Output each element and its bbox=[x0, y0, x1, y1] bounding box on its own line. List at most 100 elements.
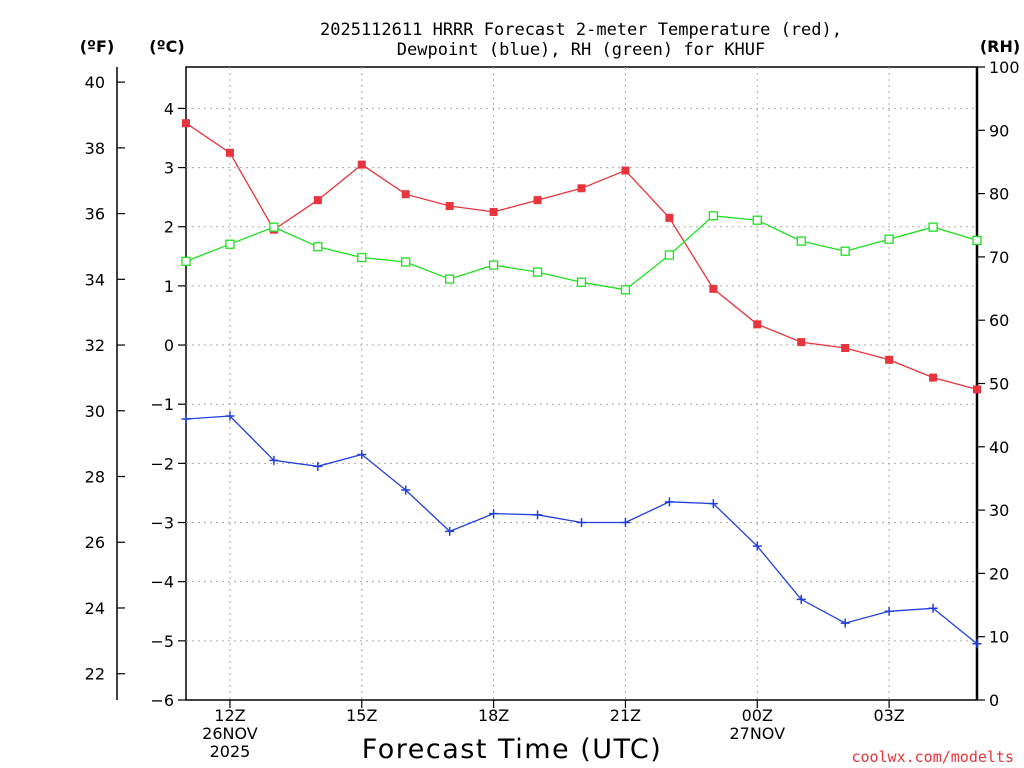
celsius-tick-label: 0 bbox=[164, 336, 174, 355]
plot-area bbox=[185, 66, 978, 701]
rh-tick-label: 100 bbox=[989, 58, 1020, 77]
x-tick-label: 00Z bbox=[742, 706, 773, 725]
fahrenheit-tick-label: 24 bbox=[85, 599, 105, 618]
temperature-point bbox=[182, 119, 190, 128]
fahrenheit-tick-label: 38 bbox=[85, 139, 105, 158]
temperature-point bbox=[225, 148, 234, 157]
temperature-point bbox=[357, 160, 366, 169]
x-tick-label: 26NOV bbox=[202, 724, 258, 743]
rh-point bbox=[269, 222, 279, 232]
celsius-tick-label: −3 bbox=[150, 514, 174, 533]
temperature-point bbox=[621, 166, 630, 175]
celsius-tick-label: −1 bbox=[150, 395, 174, 414]
fahrenheit-tick-label: 34 bbox=[85, 270, 105, 289]
x-tick-label: 03Z bbox=[873, 706, 904, 725]
x-tick-label: 27NOV bbox=[729, 724, 785, 743]
rh-point bbox=[401, 257, 411, 267]
rh-axis-label: (RH) bbox=[980, 37, 1020, 56]
x-tick-label: 18Z bbox=[478, 706, 509, 725]
rh-point bbox=[576, 277, 587, 287]
rh-point bbox=[225, 239, 235, 249]
fahrenheit-tick-label: 36 bbox=[85, 205, 105, 224]
rh-point bbox=[620, 285, 631, 295]
dewpoint-point bbox=[840, 618, 850, 628]
temperature-point bbox=[489, 207, 498, 216]
dewpoint-point bbox=[401, 485, 411, 495]
celsius-tick-label: 1 bbox=[164, 277, 174, 296]
celsius-tick-label: −2 bbox=[150, 454, 174, 473]
temperature-point bbox=[577, 184, 586, 193]
dewpoint-point bbox=[181, 414, 191, 424]
temperature-point bbox=[709, 284, 718, 293]
temperature-point bbox=[313, 196, 322, 205]
celsius-tick-label: 3 bbox=[164, 159, 174, 178]
fahrenheit-axis-label: (ºF) bbox=[80, 37, 115, 56]
rh-tick-label: 70 bbox=[989, 248, 1009, 267]
dewpoint-point bbox=[445, 526, 455, 536]
dewpoint-point bbox=[928, 603, 938, 613]
x-axis-title: Forecast Time (UTC) bbox=[362, 734, 663, 765]
celsius-tick-label: −6 bbox=[150, 691, 174, 710]
rh-point bbox=[445, 274, 455, 284]
x-tick-label: 21Z bbox=[610, 706, 641, 725]
dewpoint-point bbox=[752, 541, 762, 551]
rh-point bbox=[532, 267, 543, 277]
rh-tick-label: 40 bbox=[989, 438, 1009, 457]
dewpoint-point bbox=[972, 639, 982, 649]
dewpoint-point bbox=[577, 518, 586, 528]
temperature-point bbox=[665, 213, 674, 222]
fahrenheit-tick-label: 28 bbox=[85, 468, 105, 487]
temperature-line bbox=[185, 122, 978, 391]
rh-point bbox=[796, 236, 806, 246]
rh-point bbox=[972, 235, 982, 246]
credit-text: coolwx.com/modelts bbox=[851, 748, 1014, 766]
x-tick-label: 15Z bbox=[346, 706, 377, 725]
rh-tick-label: 20 bbox=[989, 564, 1009, 583]
series-layer bbox=[181, 119, 982, 649]
temperature-point bbox=[885, 355, 894, 364]
dewpoint-point bbox=[269, 455, 279, 465]
temperature-point bbox=[533, 196, 542, 205]
dewpoint-point bbox=[620, 518, 630, 528]
rh-point bbox=[928, 222, 938, 232]
chart-title-line2: Dewpoint (blue), RH (green) for KHUF bbox=[397, 40, 765, 60]
dewpoint-point bbox=[664, 497, 674, 507]
temperature-point bbox=[973, 385, 981, 394]
rh-point bbox=[884, 234, 894, 244]
dewpoint-point bbox=[884, 606, 894, 616]
celsius-axis-label: (ºC) bbox=[149, 37, 184, 56]
fahrenheit-tick-label: 30 bbox=[85, 402, 105, 421]
rh-tick-label: 50 bbox=[989, 375, 1009, 394]
dewpoint-point bbox=[313, 461, 323, 471]
rh-tick-label: 30 bbox=[989, 501, 1009, 520]
temperature-point bbox=[401, 190, 410, 199]
rh-tick-label: 0 bbox=[989, 691, 999, 710]
rh-point bbox=[181, 256, 191, 266]
rh-point bbox=[357, 252, 367, 263]
fahrenheit-tick-label: 26 bbox=[85, 533, 105, 552]
temperature-point bbox=[445, 202, 454, 211]
dewpoint-point bbox=[357, 449, 367, 459]
rh-tick-label: 10 bbox=[989, 628, 1009, 647]
dewpoint-point bbox=[533, 510, 543, 520]
celsius-tick-label: 2 bbox=[164, 218, 174, 237]
dewpoint-point bbox=[708, 499, 718, 509]
celsius-tick-label: −4 bbox=[150, 573, 174, 592]
rh-tick-label: 90 bbox=[989, 121, 1009, 140]
fahrenheit-tick-label: 22 bbox=[85, 665, 105, 684]
celsius-tick-label: 4 bbox=[164, 99, 174, 118]
axis-ticks: −6−5−4−3−2−10123422242628303234363840010… bbox=[85, 58, 1020, 761]
fahrenheit-tick-label: 40 bbox=[85, 73, 105, 92]
rh-tick-label: 80 bbox=[989, 185, 1009, 204]
rh-point bbox=[752, 215, 762, 225]
rh-point bbox=[313, 242, 323, 252]
dewpoint-point bbox=[225, 411, 235, 421]
rh-point bbox=[488, 260, 499, 270]
fahrenheit-tick-label: 32 bbox=[85, 336, 105, 355]
grid-lines bbox=[186, 67, 977, 700]
x-tick-label: 2025 bbox=[210, 742, 251, 761]
temperature-point bbox=[797, 338, 806, 347]
temperature-point bbox=[753, 320, 762, 329]
celsius-tick-label: −5 bbox=[150, 632, 174, 651]
dewpoint-point bbox=[796, 594, 806, 604]
